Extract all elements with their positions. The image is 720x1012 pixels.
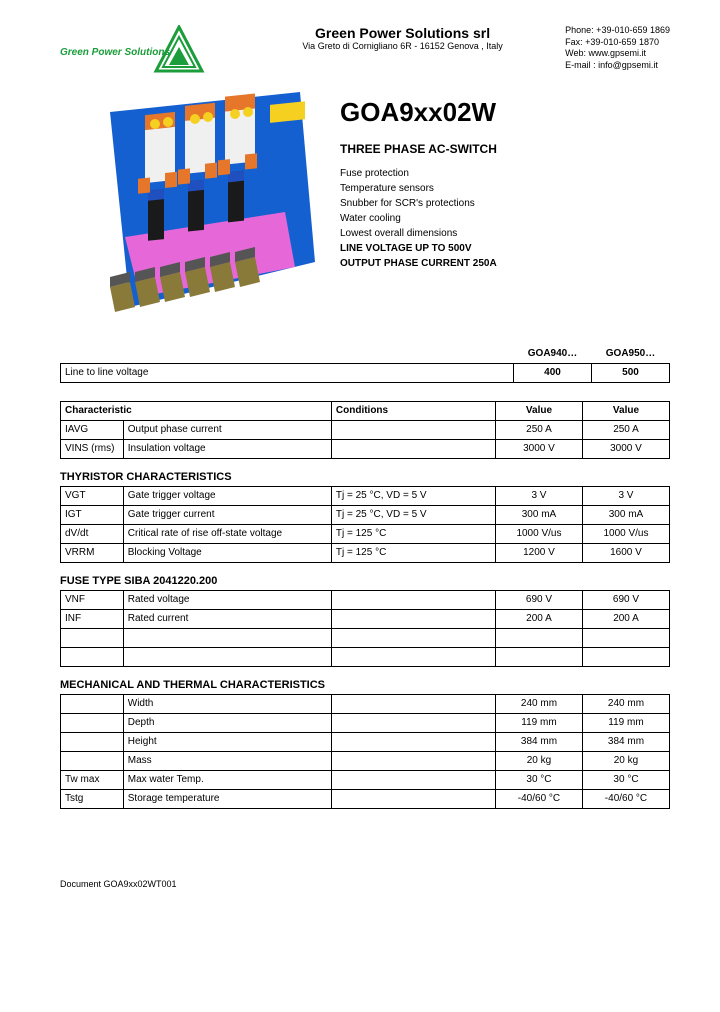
product-subtitle: THREE PHASE AC-SWITCH bbox=[340, 142, 670, 156]
section-fuse-title: FUSE TYPE SIBA 2041220.200 bbox=[60, 575, 670, 587]
characteristic-table: Characteristic Conditions Value Value IA… bbox=[60, 401, 670, 459]
voltage-col1: GOA940… bbox=[514, 345, 592, 364]
company-address: Via Greto di Cornigliano 6R - 16152 Geno… bbox=[240, 41, 565, 51]
contact-block: Phone: +39-010-659 1869 Fax: +39-010-659… bbox=[565, 25, 670, 72]
table-row: Mass20 kg20 kg bbox=[61, 751, 670, 770]
table-row: TstgStorage temperature-40/60 °C-40/60 °… bbox=[61, 789, 670, 808]
table-row: Width240 mm240 mm bbox=[61, 694, 670, 713]
section-mech-title: MECHANICAL AND THERMAL CHARACTERISTICS bbox=[60, 679, 670, 691]
table-row: IGTGate trigger currentTj = 25 °C, VD = … bbox=[61, 505, 670, 524]
table-row: Height384 mm384 mm bbox=[61, 732, 670, 751]
voltage-col2: GOA950… bbox=[592, 345, 670, 364]
char-header: Value bbox=[495, 401, 582, 420]
voltage-row-label: Line to line voltage bbox=[61, 363, 514, 382]
table-row bbox=[61, 647, 670, 666]
feature-item: Water cooling bbox=[340, 213, 670, 224]
table-row: VRRMBlocking VoltageTj = 125 °C1200 V160… bbox=[61, 543, 670, 562]
char-header: Value bbox=[582, 401, 669, 420]
company-name: Green Power Solutions srl bbox=[240, 25, 565, 41]
fuse-table: VNFRated voltage690 V690 V INFRated curr… bbox=[60, 590, 670, 667]
logo: Green Power Solutions bbox=[60, 25, 240, 72]
table-row: Tw maxMax water Temp.30 °C30 °C bbox=[61, 770, 670, 789]
contact-web: Web: www.gpsemi.it bbox=[565, 48, 670, 60]
feature-bold-item: OUTPUT PHASE CURRENT 250A bbox=[340, 258, 670, 269]
mechanical-table: Width240 mm240 mm Depth119 mm119 mm Heig… bbox=[60, 694, 670, 809]
table-row: VGTGate trigger voltageTj = 25 °C, VD = … bbox=[61, 486, 670, 505]
product-image bbox=[60, 82, 320, 327]
feature-bold-item: LINE VOLTAGE UP TO 500V bbox=[340, 243, 670, 254]
company-header: Green Power Solutions srl Via Greto di C… bbox=[240, 25, 565, 72]
section-thyristor-title: THYRISTOR CHARACTERISTICS bbox=[60, 471, 670, 483]
feature-item: Temperature sensors bbox=[340, 183, 670, 194]
voltage-v2: 500 bbox=[592, 363, 670, 382]
table-row: dV/dtCritical rate of rise off-state vol… bbox=[61, 524, 670, 543]
char-header: Conditions bbox=[331, 401, 495, 420]
document-footer: Document GOA9xx02WT001 bbox=[60, 879, 670, 889]
feature-item: Lowest overall dimensions bbox=[340, 228, 670, 239]
contact-phone: Phone: +39-010-659 1869 bbox=[565, 25, 670, 37]
table-row: INFRated current200 A200 A bbox=[61, 609, 670, 628]
logo-text: Green Power Solutions bbox=[60, 47, 170, 58]
char-header: Characteristic bbox=[61, 401, 332, 420]
table-row bbox=[61, 628, 670, 647]
contact-email: E-mail : info@gpsemi.it bbox=[565, 60, 670, 72]
product-code: GOA9xx02W bbox=[340, 97, 670, 128]
thyristor-table: VGTGate trigger voltageTj = 25 °C, VD = … bbox=[60, 486, 670, 563]
table-row: VNFRated voltage690 V690 V bbox=[61, 590, 670, 609]
table-row: Depth119 mm119 mm bbox=[61, 713, 670, 732]
contact-fax: Fax: +39-010-659 1870 bbox=[565, 37, 670, 49]
voltage-table: GOA940… GOA950… Line to line voltage 400… bbox=[60, 345, 670, 383]
feature-item: Snubber for SCR's protections bbox=[340, 198, 670, 209]
table-row: IAVG Output phase current 250 A 250 A bbox=[61, 420, 670, 439]
product-info: GOA9xx02W THREE PHASE AC-SWITCH Fuse pro… bbox=[340, 82, 670, 327]
table-row: VINS (rms) Insulation voltage 3000 V 300… bbox=[61, 439, 670, 458]
feature-item: Fuse protection bbox=[340, 168, 670, 179]
voltage-v1: 400 bbox=[514, 363, 592, 382]
